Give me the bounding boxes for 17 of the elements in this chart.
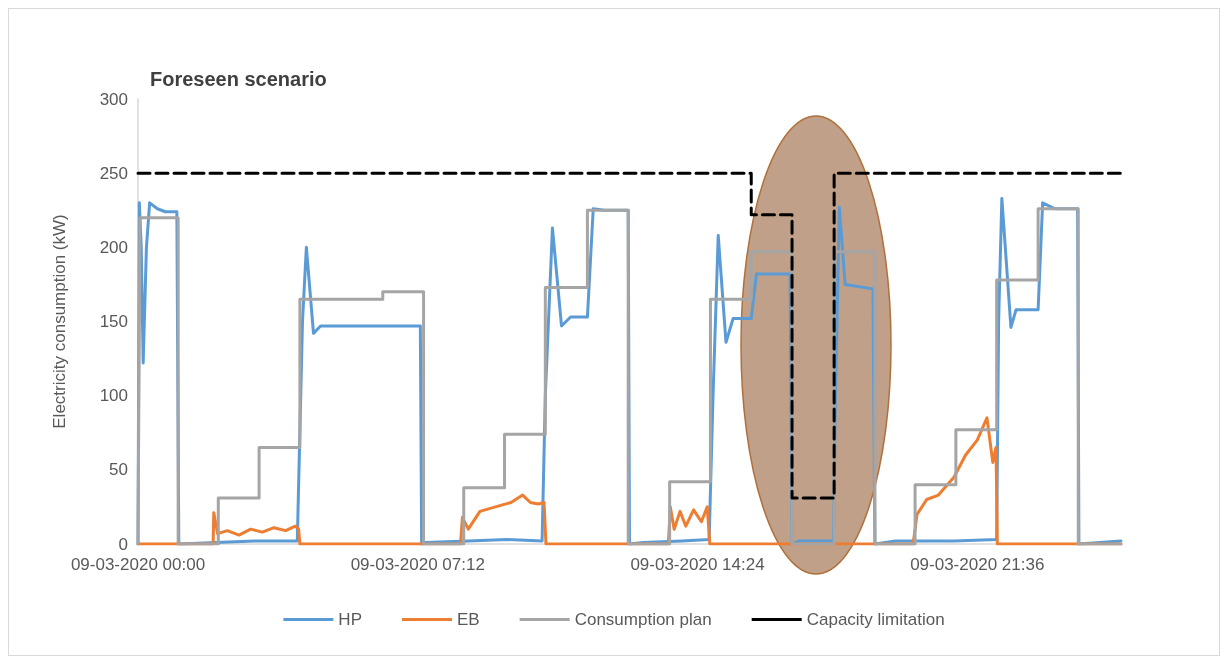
y-tick-label: 0 <box>118 534 128 554</box>
legend-label: HP <box>338 610 362 629</box>
y-tick-label: 50 <box>109 460 128 480</box>
y-tick-label: 150 <box>99 312 128 331</box>
chart-title: Foreseen scenario <box>150 68 327 90</box>
x-tick-label: 09-03-2020 07:12 <box>350 555 485 574</box>
x-tick-label: 09-03-2020 00:00 <box>70 555 206 574</box>
y-axis-title: Electricity consumption (kW) <box>50 214 69 429</box>
y-tick-label: 100 <box>99 386 128 406</box>
legend-label: Capacity limitation <box>806 610 945 629</box>
legend-label: Consumption plan <box>574 610 712 629</box>
x-tick-label: 09-03-2020 21:36 <box>910 555 1045 574</box>
y-tick-label: 250 <box>99 163 128 183</box>
x-tick-label: 09-03-2020 14:24 <box>630 555 765 574</box>
legend-label: EB <box>456 610 480 629</box>
y-tick-label: 300 <box>99 89 128 109</box>
y-tick-label: 200 <box>99 237 128 257</box>
